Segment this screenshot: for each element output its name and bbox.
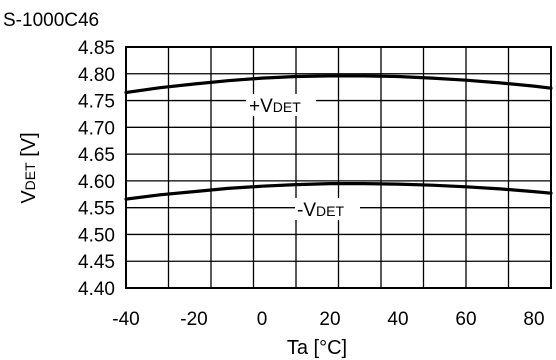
x-tick-label: 20 — [319, 309, 340, 330]
y-tick-labels: 4.40 4.45 4.50 4.55 4.60 4.65 4.70 4.75 4.80 4.85 — [78, 38, 115, 300]
y-tick-label: 4.60 — [78, 172, 115, 193]
series-label-plus-vdet: +VDET — [246, 94, 316, 117]
y-tick-label: 4.75 — [78, 92, 115, 113]
x-tick-label: -40 — [112, 309, 139, 330]
y-tick-label: 4.50 — [78, 225, 115, 246]
y-axis-label-unit: [V] — [18, 132, 40, 162]
series-lines — [124, 74, 553, 201]
y-tick-label: 4.70 — [78, 118, 115, 139]
series-label-minus-main: -V — [297, 200, 316, 221]
y-tick-label: 4.45 — [78, 252, 115, 273]
y-axis-label-main: V — [18, 190, 40, 204]
y-tick-label: 4.85 — [78, 38, 115, 59]
y-axis-label: VDET [V] — [18, 132, 40, 203]
y-tick-label: 4.65 — [78, 145, 115, 166]
y-tick-label: 4.80 — [78, 65, 115, 86]
x-tick-label: 40 — [387, 309, 408, 330]
y-tick-label: 4.40 — [78, 279, 115, 300]
series-label-minus-vdet: -VDET — [295, 198, 360, 221]
x-tick-label: 0 — [257, 309, 268, 330]
svg-text:-VDET: -VDET — [297, 200, 344, 221]
series-line-plus-vdet — [124, 74, 553, 95]
y-tick-label: 4.55 — [78, 199, 115, 220]
x-tick-label: 60 — [455, 309, 476, 330]
x-tick-label: -20 — [180, 309, 207, 330]
series-label-plus-sub: DET — [273, 99, 301, 115]
x-tick-label: 80 — [523, 309, 544, 330]
series-line-minus-vdet — [124, 182, 553, 201]
series-label-minus-sub: DET — [316, 203, 344, 219]
series-label-plus-main: +V — [249, 96, 273, 117]
svg-text:+VDET: +VDET — [249, 96, 301, 117]
chart-title: S-1000C46 — [3, 10, 99, 31]
plot-frame — [125, 46, 552, 289]
x-axis-label: Ta [°C] — [287, 337, 347, 359]
y-axis-label-sub: DET — [22, 162, 38, 190]
x-tick-labels: -40 -20 0 20 40 60 80 — [112, 309, 544, 330]
